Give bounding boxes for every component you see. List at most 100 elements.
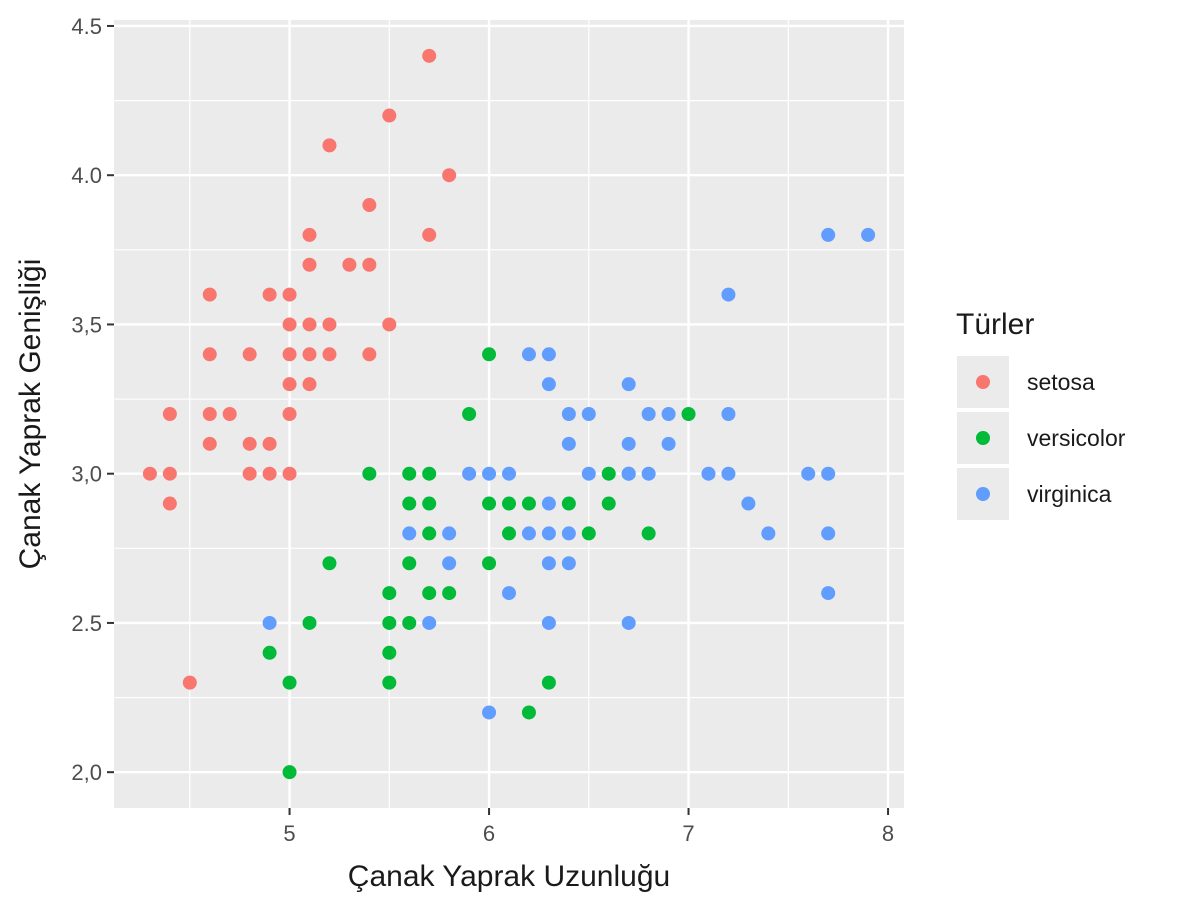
legend-item-setosa: setosa [957, 356, 1095, 408]
data-point-versicolor [402, 556, 417, 571]
data-point-versicolor [561, 496, 576, 511]
data-point-setosa [242, 347, 257, 362]
data-point-virginica [641, 407, 656, 421]
legend: Türler setosa versicolor virginica [956, 308, 1126, 520]
data-point-versicolor [482, 496, 497, 511]
data-point-versicolor [681, 407, 696, 421]
data-point-virginica [262, 615, 277, 630]
data-point-virginica [541, 556, 556, 571]
data-point-virginica [442, 526, 457, 541]
data-point-virginica [561, 556, 576, 571]
y-tick-label: 4.5 [71, 14, 102, 39]
data-point-virginica [462, 466, 477, 481]
data-point-virginica [721, 407, 736, 421]
data-point-setosa [302, 377, 317, 392]
y-tick-label: 3,0 [71, 462, 102, 487]
data-point-setosa [422, 48, 437, 63]
x-axis: 5 6 7 8 [283, 808, 894, 846]
y-tick-label: 2.5 [71, 611, 102, 636]
data-point-versicolor [422, 526, 437, 541]
plot-panel [114, 20, 904, 808]
data-point-setosa [282, 317, 297, 332]
data-point-virginica [621, 615, 636, 630]
data-point-versicolor [442, 586, 457, 601]
data-point-setosa [142, 466, 157, 481]
data-point-setosa [202, 347, 217, 362]
data-point-virginica [402, 526, 417, 541]
data-point-virginica [541, 526, 556, 541]
y-tick-label: 3,5 [71, 312, 102, 337]
legend-key-setosa [976, 375, 990, 389]
series-setosa [142, 48, 457, 690]
data-point-virginica [761, 526, 776, 541]
legend-key-virginica [976, 487, 990, 501]
data-point-virginica [621, 436, 636, 451]
data-point-virginica [581, 466, 596, 481]
data-point-versicolor [521, 496, 536, 511]
data-point-versicolor [502, 526, 516, 541]
y-axis: 2,0 2.5 3,0 3,5 4.0 4.5 [71, 14, 114, 785]
data-point-setosa [162, 496, 177, 511]
data-point-setosa [202, 436, 217, 451]
data-point-virginica [502, 586, 516, 601]
data-point-virginica [422, 615, 437, 630]
legend-item-virginica: virginica [957, 468, 1112, 520]
data-point-setosa [302, 257, 317, 272]
series-versicolor [262, 347, 696, 780]
data-point-virginica [641, 466, 656, 481]
data-point-setosa [162, 407, 177, 421]
x-axis-title: Çanak Yaprak Uzunluğu [348, 860, 670, 893]
data-point-setosa [182, 675, 197, 690]
data-point-setosa [302, 227, 317, 242]
data-point-setosa [302, 347, 317, 362]
data-point-versicolor [382, 615, 397, 630]
data-point-setosa [262, 466, 277, 481]
data-point-virginica [541, 496, 556, 511]
legend-label-setosa: setosa [1027, 369, 1095, 395]
data-point-setosa [162, 466, 177, 481]
data-point-setosa [362, 198, 377, 213]
y-tick-label: 2,0 [71, 760, 102, 785]
data-point-virginica [502, 466, 516, 481]
data-point-virginica [621, 377, 636, 392]
data-point-virginica [561, 526, 576, 541]
data-point-setosa [282, 287, 297, 302]
data-point-versicolor [482, 556, 497, 571]
legend-key-versicolor [976, 431, 990, 445]
data-point-versicolor [502, 496, 516, 511]
data-point-virginica [442, 556, 457, 571]
data-point-setosa [202, 407, 217, 421]
data-point-virginica [821, 526, 836, 541]
data-point-versicolor [322, 556, 337, 571]
data-point-virginica [621, 466, 636, 481]
data-point-virginica [821, 466, 836, 481]
data-point-versicolor [422, 466, 437, 481]
x-tick-label: 7 [682, 821, 694, 846]
data-point-versicolor [262, 645, 277, 660]
legend-items: setosa versicolor virginica [957, 356, 1126, 520]
data-point-setosa [342, 257, 357, 272]
data-point-versicolor [402, 615, 417, 630]
data-points [142, 48, 876, 780]
data-point-setosa [282, 347, 297, 362]
data-point-versicolor [422, 496, 437, 511]
data-point-setosa [262, 287, 277, 302]
data-point-virginica [541, 377, 556, 392]
data-point-setosa [322, 347, 337, 362]
data-point-setosa [282, 466, 297, 481]
data-point-virginica [482, 705, 497, 720]
data-point-virginica [482, 466, 497, 481]
data-point-setosa [382, 317, 397, 332]
data-point-versicolor [362, 466, 377, 481]
data-point-setosa [322, 317, 337, 332]
data-point-setosa [362, 257, 377, 272]
data-point-versicolor [402, 496, 417, 511]
data-point-setosa [282, 407, 297, 421]
data-point-setosa [442, 168, 457, 183]
data-point-virginica [701, 466, 716, 481]
legend-title: Türler [956, 308, 1034, 341]
data-point-versicolor [282, 675, 297, 690]
data-point-setosa [222, 407, 237, 421]
data-point-virginica [721, 287, 736, 302]
